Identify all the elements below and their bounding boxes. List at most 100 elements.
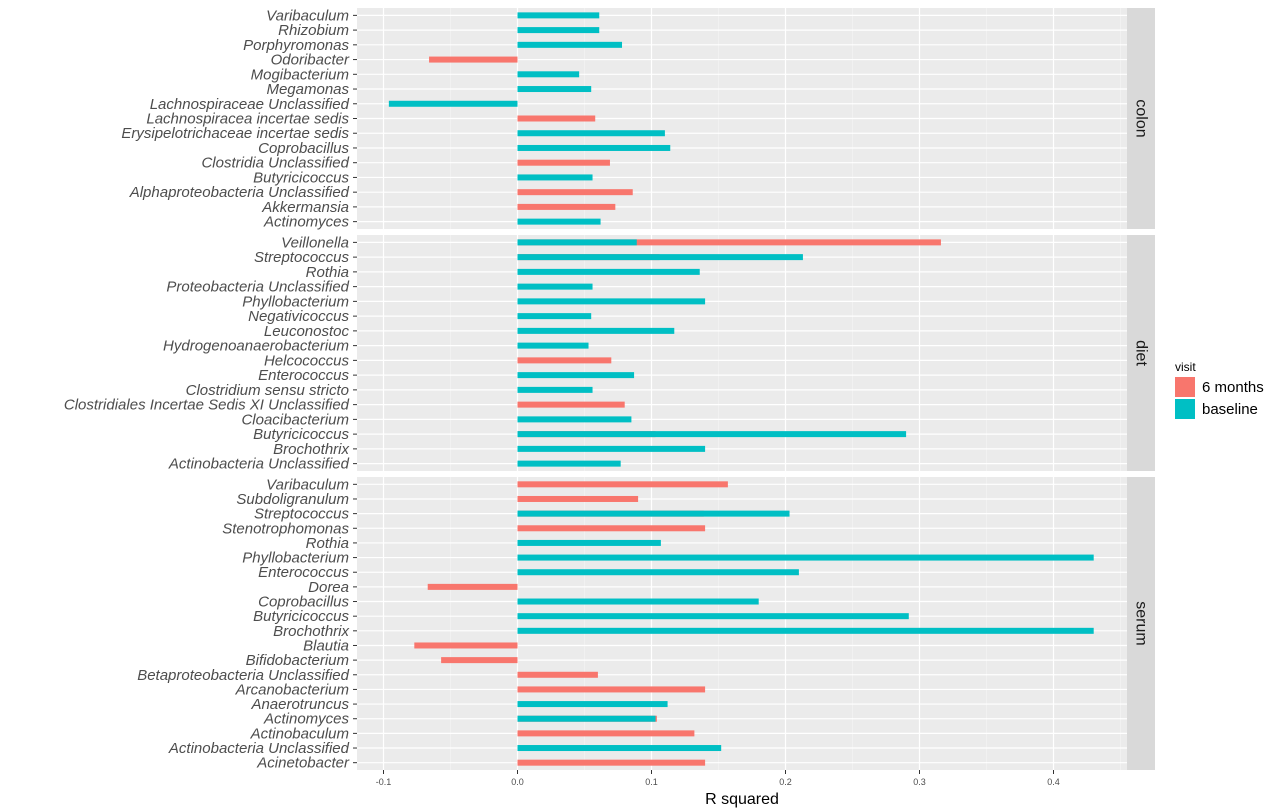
facet-label-colon: colon [1133,99,1150,137]
category-label: Veillonella [281,234,349,251]
category-label: Brochothrix [273,441,349,458]
category-label: Mogibacterium [251,66,349,83]
category-label: Actinobaculum [250,725,349,742]
category-label: Brochothrix [273,623,349,640]
bar-colon-coprobacillus-baseline [517,144,671,151]
x-axis-title: R squared [705,791,779,808]
bar-colon-rhizobium-baseline [517,27,600,34]
category-label: Varibaculum [266,7,349,24]
category-label: Anaerotruncus [250,696,349,713]
bar-colon-akkermansia-6-months [517,203,616,210]
category-label: Megamonas [266,81,349,98]
category-label: Clostridia Unclassified [201,155,349,172]
x-tick-label: 0.3 [913,777,926,787]
category-label: Actinomyces [263,711,350,728]
legend-label: 6 months [1202,379,1264,396]
category-label: Rothia [306,264,349,281]
bar-diet-clostridiales-incertae-sedis-xi-unclassified-6-months [517,401,625,408]
category-label: Porphyromonas [243,37,349,54]
legend-title: visit [1175,360,1196,374]
bar-diet-negativicoccus-baseline [517,313,592,320]
bar-diet-clostridium-sensu-stricto-baseline [517,386,593,393]
bar-serum-actinomyces-baseline [517,715,656,722]
category-label: Enterococcus [258,564,349,581]
bar-colon-megamonas-baseline [517,86,592,93]
bar-serum-actinobaculum-6-months [517,730,695,737]
bar-colon-varibaculum-baseline [517,12,600,19]
bar-colon-erysipelotrichaceae-incertae-sedis-baseline [517,130,665,137]
category-label: Butyricicoccus [253,169,349,186]
category-label: Bifidobacterium [246,652,349,669]
x-tick-label: -0.1 [376,777,392,787]
category-label: Dorea [308,579,349,596]
category-label: Acinetobacter [256,755,350,772]
category-label: Actinobacteria Unclassified [168,740,350,757]
category-label: Lachnospiraceae Unclassified [150,96,350,113]
bar-diet-proteobacteria-unclassified-baseline [517,283,593,290]
bar-diet-actinobacteria-unclassified-baseline [517,460,621,467]
facet-label-serum: serum [1133,601,1150,645]
category-label: Hydrogenoanaerobacterium [163,338,349,355]
category-label: Akkermansia [261,199,349,216]
category-label: Betaproteobacteria Unclassified [137,667,349,684]
bar-serum-stenotrophomonas-6-months [517,525,706,532]
bar-diet-leuconostoc-baseline [517,327,675,334]
category-label: Leuconostoc [264,323,350,340]
bar-serum-actinobacteria-unclassified-baseline [517,745,722,752]
x-tick-label: 0.0 [511,777,524,787]
category-label: Enterococcus [258,367,349,384]
legend-label: baseline [1202,401,1258,418]
category-label: Coprobacillus [258,594,349,611]
facet-strip-serum [1127,477,1155,770]
category-label: Actinomyces [263,214,350,231]
bar-serum-blautia-6-months [414,642,518,649]
category-label: Rhizobium [278,22,349,39]
category-label: Lachnospiracea incertae sedis [146,111,349,128]
facet-label-diet: diet [1133,340,1150,366]
bar-serum-brochothrix-baseline [517,627,1094,634]
facet-strip-diet [1127,235,1155,471]
category-label: Streptococcus [254,506,350,523]
bar-diet-rothia-baseline [517,268,700,275]
bar-diet-butyricicoccus-baseline [517,431,907,438]
bar-serum-streptococcus-baseline [517,510,790,517]
bar-serum-phyllobacterium-baseline [517,554,1094,561]
category-label: Coprobacillus [258,140,349,157]
category-label: Actinobacteria Unclassified [168,456,350,473]
bar-colon-lachnospiraceae-unclassified-baseline [388,100,518,107]
category-label: Phyllobacterium [242,293,349,310]
bar-serum-arcanobacterium-6-months [517,686,706,693]
bar-diet-veillonella-6-months [517,239,941,246]
category-label: Erysipelotrichaceae incertae sedis [121,125,349,142]
bar-colon-actinomyces-baseline [517,218,601,225]
bar-serum-anaerotruncus-baseline [517,701,668,708]
bar-diet-enterococcus-baseline [517,372,635,379]
category-label: Clostridium sensu stricto [186,382,349,399]
bar-serum-enterococcus-baseline [517,569,799,576]
category-label: Rothia [306,535,349,552]
category-label: Stenotrophomonas [222,520,349,537]
bar-colon-butyricicoccus-baseline [517,174,593,181]
category-label: Butyricicoccus [253,426,349,443]
bar-diet-hydrogenoanaerobacterium-baseline [517,342,589,349]
legend-key-6-months [1175,377,1195,397]
bar-serum-coprobacillus-baseline [517,598,759,605]
bar-colon-odoribacter-6-months [429,56,518,63]
category-label: Blautia [303,637,349,654]
bar-serum-butyricicoccus-baseline [517,613,909,620]
category-label: Proteobacteria Unclassified [166,279,349,296]
bar-serum-bifidobacterium-6-months [441,657,518,664]
category-label: Streptococcus [254,249,350,266]
bar-diet-helcococcus-6-months [517,357,612,364]
bar-serum-varibaculum-6-months [517,481,728,488]
category-label: Phyllobacterium [242,550,349,567]
category-label: Cloacibacterium [241,411,349,428]
category-label: Negativicoccus [248,308,349,325]
category-label: Arcanobacterium [235,681,349,698]
category-label: Varibaculum [266,476,349,493]
bar-colon-mogibacterium-baseline [517,71,580,78]
bar-diet-veillonella-baseline [517,239,637,246]
bar-serum-acinetobacter-6-months [517,759,706,766]
bar-serum-dorea-6-months [427,583,518,590]
bar-diet-cloacibacterium-baseline [517,416,632,423]
